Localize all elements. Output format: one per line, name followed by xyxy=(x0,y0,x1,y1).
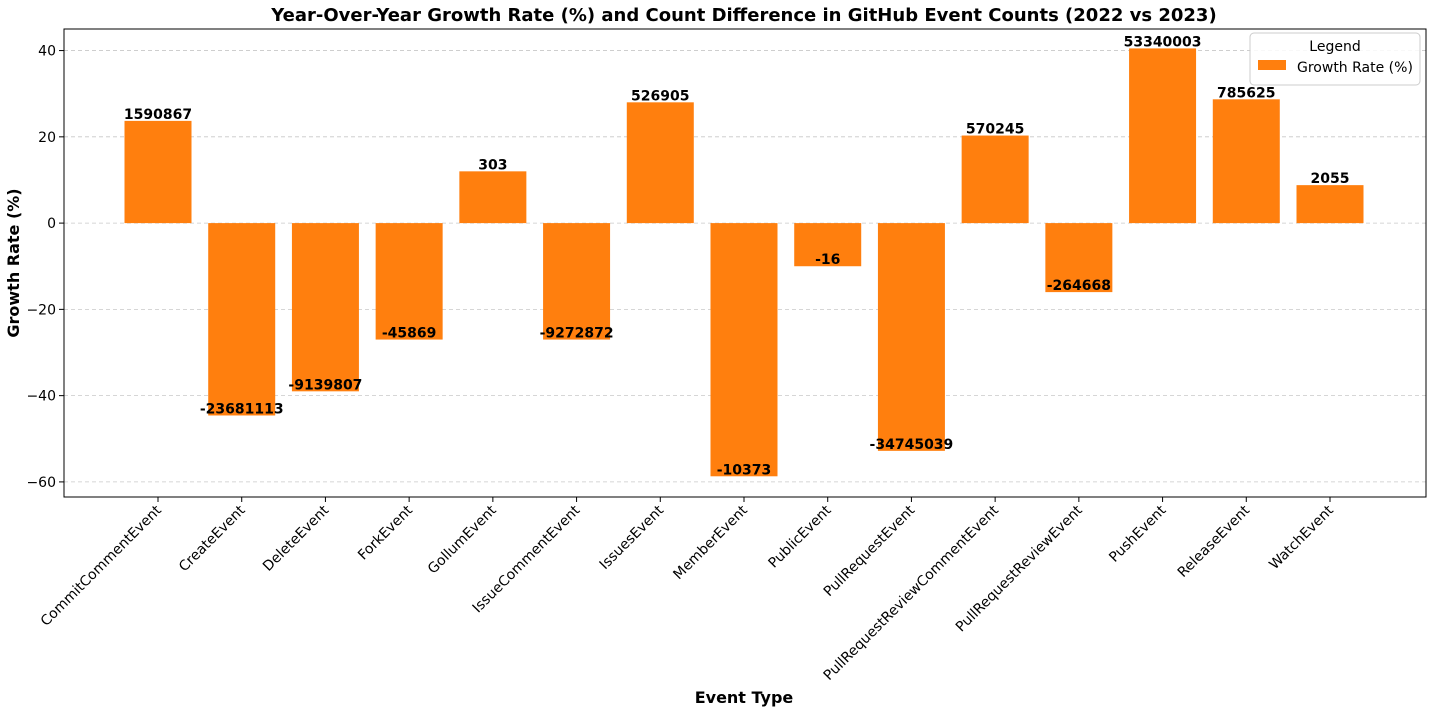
y-tick-label: 40 xyxy=(38,44,56,60)
bar-value-label: -45869 xyxy=(382,326,437,342)
x-tick-label: IssuesEvent xyxy=(597,502,668,573)
y-tick-label: −60 xyxy=(26,475,56,491)
bar-PullRequestReviewEvent xyxy=(1045,223,1113,293)
legend: Legend Growth Rate (%) xyxy=(1249,32,1421,86)
y-tick-label: −40 xyxy=(26,389,56,405)
plot-frame xyxy=(63,28,1427,498)
y-tick-label: −20 xyxy=(26,302,56,318)
bar-value-label: -34745039 xyxy=(870,437,954,453)
y-axis-label: Growth Rate (%) xyxy=(4,188,23,337)
x-tick-label: ReleaseEvent xyxy=(1175,502,1254,581)
x-tick-label: CreateEvent xyxy=(176,502,249,575)
bar-value-label: -16 xyxy=(815,252,840,268)
legend-box xyxy=(1249,32,1421,86)
x-tick-label: PublicEvent xyxy=(766,502,835,571)
bar-DeleteEvent xyxy=(291,223,359,392)
x-tick-label: WatchEvent xyxy=(1266,502,1337,573)
x-tick-label: PullRequestReviewCommentEvent xyxy=(821,502,1003,684)
bar-CreateEvent xyxy=(208,223,276,416)
bar-value-labels: 1590867 -23681113-9139807 -45869 303 -927287… xyxy=(124,34,1350,478)
x-tick-label: CommitCommentEvent xyxy=(38,502,165,629)
x-tick-label: PullRequestEvent xyxy=(821,502,919,600)
chart-title: Year-Over-Year Growth Rate (%) and Count… xyxy=(270,5,1216,26)
bar-PullRequestEvent xyxy=(877,223,945,451)
bar-value-label: -9272872 xyxy=(540,326,614,342)
bar-PublicEvent xyxy=(794,223,862,267)
bar-GollumEvent xyxy=(459,171,527,224)
legend-entry-growth-rate: Growth Rate (%) xyxy=(1297,60,1413,76)
x-tick-label: PushEvent xyxy=(1106,502,1170,566)
x-tick-label: MemberEvent xyxy=(670,502,751,583)
bar-value-label: 570245 xyxy=(966,122,1024,138)
x-axis-label: Event Type xyxy=(695,688,794,707)
legend-title: Legend xyxy=(1309,39,1360,55)
bar-value-label: 2055 xyxy=(1311,171,1350,187)
x-axis-ticks: CommitCommentEvent CreateEvent DeleteEvent… xyxy=(38,497,1337,684)
bar-WatchEvent xyxy=(1296,185,1364,224)
y-tick-label: 20 xyxy=(38,130,56,146)
bar-PushEvent xyxy=(1129,48,1197,224)
bar-IssueCommentEvent xyxy=(543,223,611,340)
x-tick-label: DeleteEvent xyxy=(260,502,333,575)
bar-value-label: 1590867 xyxy=(124,107,192,123)
bar-MemberEvent xyxy=(710,223,778,477)
y-tick-label: 0 xyxy=(47,216,56,232)
bar-value-label: 785625 xyxy=(1217,85,1275,101)
bar-ForkEvent xyxy=(375,223,443,340)
bar-value-label: -9139807 xyxy=(288,377,362,393)
bar-value-label: -264668 xyxy=(1047,278,1111,294)
bars xyxy=(124,48,1364,477)
bar-value-label: 53340003 xyxy=(1124,34,1202,50)
x-tick-label: ForkEvent xyxy=(355,502,416,563)
bar-value-label: 303 xyxy=(478,157,507,173)
bar-IssuesEvent xyxy=(626,102,694,224)
bar-value-label: 526905 xyxy=(631,88,689,104)
legend-swatch xyxy=(1258,60,1286,70)
bar-ReleaseEvent xyxy=(1212,99,1280,224)
bar-CommitCommentEvent xyxy=(124,120,192,224)
bar-value-label: -10373 xyxy=(717,462,772,478)
bar-PullRequestReviewCommentEvent xyxy=(961,135,1029,224)
bar-value-label: -23681113 xyxy=(200,401,284,417)
y-axis-ticks: −60 −40 −20 0 20 40 xyxy=(26,44,64,491)
x-tick-label: GollumEvent xyxy=(425,502,500,577)
